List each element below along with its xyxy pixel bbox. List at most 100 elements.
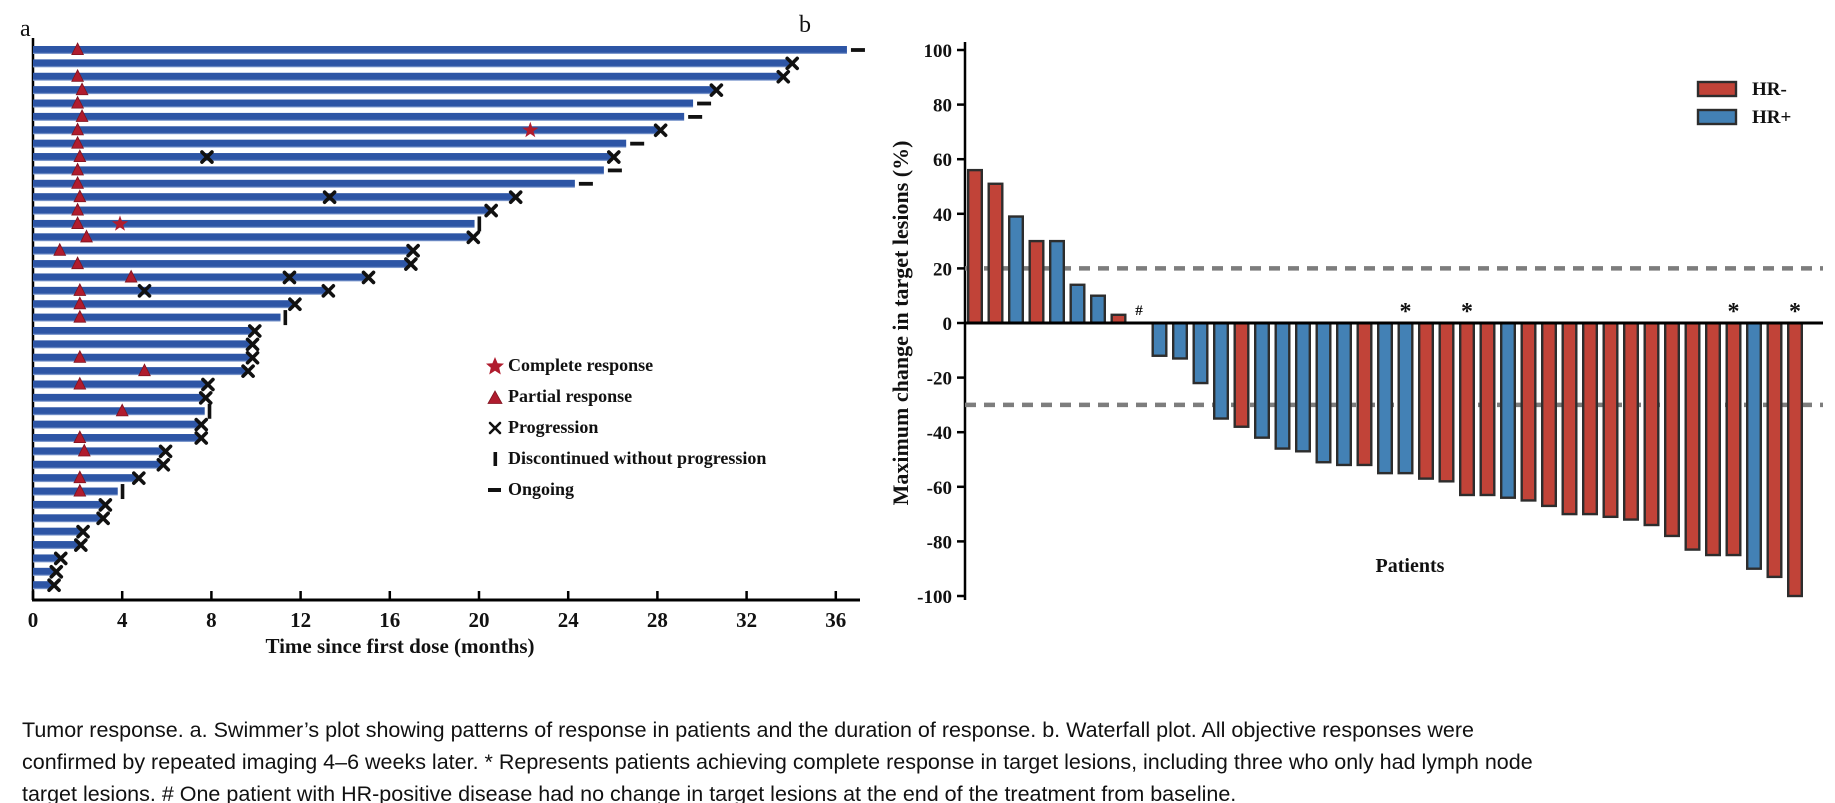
ongoing-icon <box>488 487 501 492</box>
waterfall-bar <box>1623 321 1640 521</box>
partial-response-marker <box>80 229 93 243</box>
patient-bar <box>33 72 783 81</box>
progression-marker <box>247 324 262 338</box>
x-tick-label: 28 <box>647 608 668 632</box>
legend-item-label: Discontinued without progression <box>508 448 767 468</box>
partial-response-marker <box>73 376 87 390</box>
swimmer-plot: 0 4 8 12 16 20 24 28 32 36 Time since first dose (… <box>28 38 865 658</box>
partial-response-marker <box>71 42 85 55</box>
y-tick-label: 60 <box>933 150 952 171</box>
x-tick-label: 8 <box>206 608 217 632</box>
progression-marker <box>653 123 668 138</box>
waterfall-bar <box>1500 321 1517 499</box>
complete-response-asterisk: * <box>1789 299 1801 325</box>
x-tick-label: 4 <box>117 608 128 632</box>
partial-response-marker <box>75 82 89 96</box>
x-tick-label: 20 <box>469 608 490 632</box>
waterfall-bar <box>1315 321 1332 464</box>
progression-marker <box>508 190 523 204</box>
waterfall-bar <box>1090 294 1107 325</box>
patient-bar <box>33 581 54 590</box>
progression-marker <box>606 150 621 164</box>
progression-marker <box>404 257 418 271</box>
legend-item-label: Ongoing <box>508 479 575 499</box>
y-tick-label: -20 <box>927 369 952 390</box>
patient-bar <box>33 541 80 550</box>
progression-marker <box>158 444 173 459</box>
progression-marker <box>137 284 152 298</box>
discontinued-marker <box>283 310 288 326</box>
waterfall-bar <box>987 182 1004 325</box>
patient-bar <box>33 380 207 389</box>
patient-bar <box>33 46 847 54</box>
waterfall-bar <box>1356 321 1373 467</box>
waterfall-bar <box>1274 321 1291 450</box>
patient-bar <box>33 434 201 443</box>
progression-marker <box>201 377 215 392</box>
legend-item: Partial response <box>482 381 766 412</box>
patient-bar <box>33 193 515 202</box>
waterfall-bar <box>1336 321 1353 467</box>
panel-a-label: a <box>20 16 31 42</box>
partial-response-marker <box>71 175 85 189</box>
patient-bar <box>33 166 604 175</box>
waterfall-bar <box>1213 321 1230 420</box>
progression-marker <box>245 350 260 365</box>
waterfall-bar <box>1007 215 1024 325</box>
progression-marker <box>288 297 302 312</box>
patient-bar <box>33 179 575 188</box>
no-change-hash: # <box>1135 303 1143 319</box>
legend-item-label: Progression <box>508 417 599 437</box>
ongoing-marker <box>607 168 622 173</box>
patient-bar <box>33 447 165 456</box>
legend-item: Complete response <box>482 350 766 381</box>
partial-response-marker <box>73 189 87 203</box>
ongoing-marker <box>697 101 712 106</box>
waterfall-bar <box>1520 321 1537 502</box>
ongoing-marker <box>630 141 645 146</box>
x-tick-label: 0 <box>28 608 39 632</box>
patient-bar <box>33 246 413 255</box>
partial-response-marker <box>71 162 85 176</box>
waterfall-plot: 100 80 60 40 20 0 -20 -40 -60 -80 -100 Maximum chan… <box>888 41 1823 608</box>
patient-bar <box>33 367 248 376</box>
progression-marker <box>156 457 171 472</box>
partial-response-marker <box>73 309 87 323</box>
progression-marker <box>49 565 64 579</box>
legend-item: Ongoing <box>482 474 766 505</box>
patient-bar <box>33 567 56 576</box>
waterfall-bar <box>1582 321 1599 516</box>
complete-response-icon <box>486 356 504 374</box>
patient-bar <box>33 153 613 162</box>
waterfall-bar <box>1705 321 1722 557</box>
patient-bar <box>33 393 205 402</box>
waterfall-bar <box>1459 321 1476 497</box>
discontinued-icon <box>493 451 498 466</box>
complete-response-asterisk: * <box>1400 299 1412 325</box>
progression-marker <box>406 243 420 258</box>
progression-marker <box>194 431 209 445</box>
waterfall-bar <box>1418 321 1435 480</box>
progression-marker <box>241 364 255 378</box>
progression-marker <box>776 69 791 84</box>
waterfall-bar <box>1643 321 1660 527</box>
patient-bar <box>33 86 716 95</box>
partial-response-marker <box>71 95 85 109</box>
partial-response-marker <box>73 296 87 310</box>
partial-response-marker <box>75 109 89 122</box>
progression-marker <box>53 551 68 566</box>
x-tick-label: 36 <box>825 608 846 632</box>
partial-response-marker <box>124 269 138 283</box>
x-tick-label: 12 <box>290 608 311 632</box>
x-axis-title: Patients <box>1376 555 1445 577</box>
waterfall-bar <box>1377 321 1394 475</box>
patient-bar <box>33 206 491 215</box>
partial-response-marker <box>53 242 67 256</box>
patient-bar <box>33 219 475 228</box>
progression-marker <box>47 578 61 593</box>
progression-marker <box>245 337 260 352</box>
patient-bar <box>33 286 328 295</box>
progression-marker <box>466 230 481 245</box>
y-tick-label: -60 <box>927 478 952 499</box>
waterfall-bar <box>1664 321 1681 538</box>
